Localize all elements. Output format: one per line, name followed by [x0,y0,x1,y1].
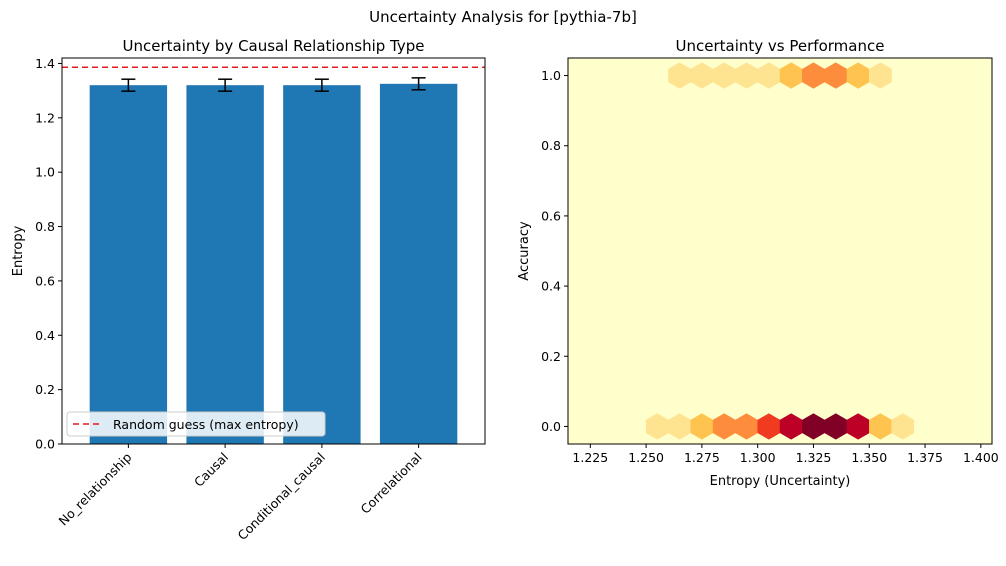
y-tick-label: 0.0 [35,437,55,452]
hex-cell [991,245,992,260]
hex-cell [991,400,992,414]
hex-cell [579,27,601,53]
y-tick-label: 0.2 [541,349,561,364]
hex-cell-dense [869,62,892,89]
bar [186,85,264,444]
bar-axes-frame [61,57,486,445]
hex-cell [590,8,612,34]
y-tick-label: 0.6 [35,273,55,288]
y-tick-label: 1.0 [541,68,561,83]
hex-cell [969,58,992,73]
y-axis-label: Entropy [11,225,26,276]
hex-cell [992,8,1006,34]
hex-cell [892,27,914,53]
bar-chart-title: Uncertainty by Causal Relationship Type [123,37,425,55]
hex-cell [791,8,813,34]
hex-cell [601,27,623,53]
hex-cell [680,8,702,34]
hex-cell [634,58,658,73]
hex-cell [924,58,948,73]
y-tick-label: 1.2 [35,110,55,125]
hex-cell [991,323,992,337]
x-tick-label: 1.350 [851,450,887,465]
x-tick-label: 1.400 [963,450,999,465]
hexbin-axes-frame [567,57,993,445]
x-axis-label: Entropy (Uncertainty) [710,474,851,489]
y-tick-label: 0.4 [541,279,561,294]
hex-cell [590,58,613,73]
legend: Random guess (max entropy) [66,411,326,437]
bar-chart: Uncertainty by Causal Relationship Type N… [11,37,486,543]
hex-cells [557,8,1006,444]
x-tick-label: 1.250 [628,450,664,465]
hex-cell [836,8,858,34]
hex-cell [914,27,936,53]
bar [89,85,168,444]
hex-cell [702,8,724,34]
hex-cell [624,27,646,53]
legend-box [66,411,326,437]
bar [283,85,361,444]
y-tick-label: 0.2 [35,382,55,397]
hex-cell [981,27,1003,53]
hex-cell [646,27,668,53]
x-tick-label: 1.300 [740,450,776,465]
hexbin-title: Uncertainty vs Performance [676,37,885,55]
y-tick-label: 0.0 [541,419,561,434]
hex-cell [903,8,925,34]
y-tick-label: 0.8 [541,138,561,153]
hex-cell [936,27,958,53]
x-tick-label: 1.275 [684,450,720,465]
hex-cell [991,361,992,376]
hexbin-chart: Uncertainty vs Performance 1.225 1.250 1.27… [517,8,1006,489]
hex-cell [991,58,992,66]
hex-cell [991,129,992,144]
hex-cell [991,284,992,298]
hex-cell [991,168,992,182]
hex-cell [568,58,591,73]
hex-cell [947,8,969,34]
hex-cell [991,91,992,105]
hex-cell-dense [891,413,915,440]
hex-cell [959,27,981,53]
hex-cell [970,8,992,34]
hex-cell [613,8,635,34]
hex-cell [635,8,657,34]
hex-cell [724,8,746,34]
hex-cell [925,8,947,34]
y-tick-label: 0.4 [35,328,55,343]
hex-cell [657,8,679,34]
legend-label: Random guess (max entropy) [113,417,299,432]
hex-cell [813,8,835,34]
bar [379,83,458,444]
y-tick-label: 0.6 [541,208,561,223]
y-tick-label: 1.4 [35,56,55,71]
x-tick-label: Conditional_causal [235,450,328,543]
x-tick-label: No_relationship [55,449,134,528]
hex-cell [568,8,590,34]
x-tick-label: 1.325 [796,450,832,465]
hex-cell [747,8,769,34]
y-axis-label: Accuracy [517,221,532,281]
hex-cell [769,8,791,34]
hex-cell [991,207,992,221]
hex-cell [902,58,926,73]
figure-title: Uncertainty Analysis for [pythia-7b] [369,8,637,26]
y-tick-label: 0.8 [35,219,55,234]
hex-cell [880,8,902,34]
hex-cell [557,27,579,53]
x-tick-label: 1.225 [572,450,608,465]
x-tick-label: Correlational [358,450,425,517]
hex-cell [858,8,880,34]
hex-cell [947,58,970,73]
hex-cell [612,58,636,73]
x-tick-label: Causal [191,450,231,490]
y-tick-label: 1.0 [35,165,55,180]
x-tick-label: 1.375 [907,450,943,465]
